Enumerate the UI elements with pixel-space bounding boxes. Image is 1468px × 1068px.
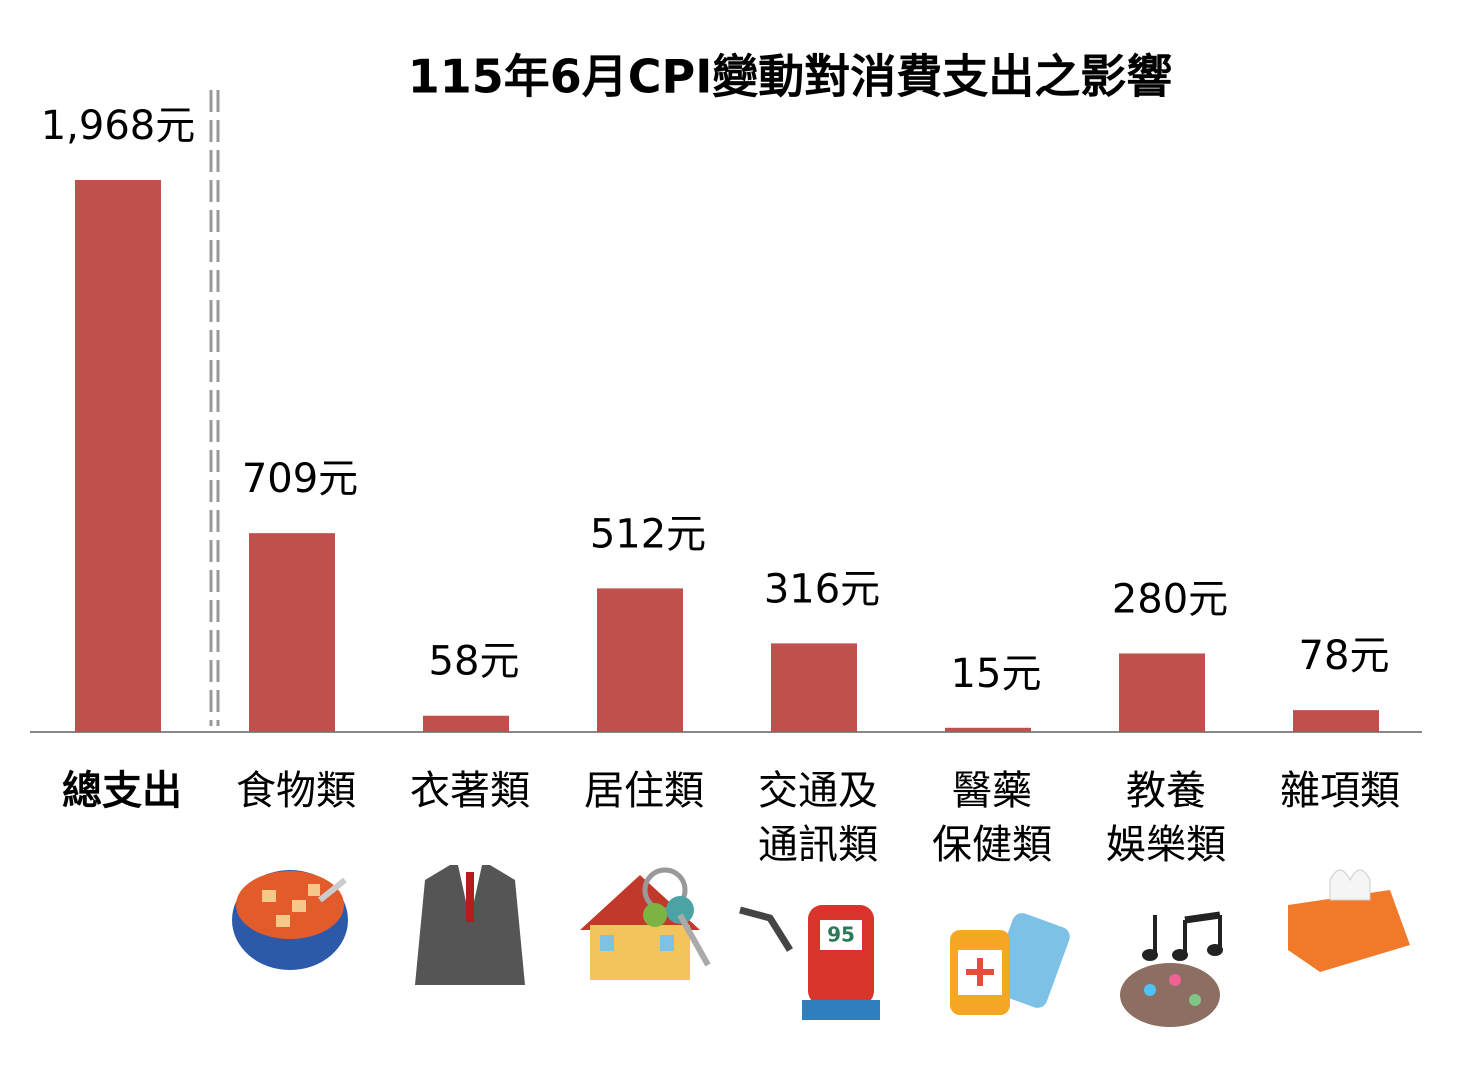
icon-text: 95	[827, 923, 855, 947]
chart-title: 115年6月CPI變動對消費支出之影響	[408, 50, 1173, 104]
value-label: 15元	[951, 651, 1042, 697]
value-label: 78元	[1299, 633, 1390, 679]
x-tick-label: 衣著類	[410, 768, 530, 814]
x-tick-label: 交通及通訊類	[758, 768, 878, 868]
x-tick-label: 教養娛樂類	[1106, 768, 1226, 868]
value-label: 1,968元	[41, 103, 196, 149]
icon-medical	[950, 913, 1070, 1015]
icon-housing	[580, 867, 711, 980]
bar	[945, 727, 1031, 732]
value-label: 316元	[764, 566, 880, 612]
x-tick-label: 醫藥保健類	[932, 768, 1052, 868]
x-tick-label: 食物類	[236, 768, 356, 814]
bar	[771, 643, 857, 732]
x-tick-label: 居住類	[584, 768, 704, 814]
x-tick-label: 雜項類	[1280, 768, 1400, 814]
bar	[1119, 653, 1205, 732]
icon-education	[1120, 911, 1223, 1027]
bar	[249, 533, 335, 732]
x-tick-label: 總支出	[62, 768, 182, 814]
value-label: 58元	[429, 639, 520, 685]
value-label: 512元	[590, 511, 706, 557]
icon-food	[232, 870, 348, 970]
icon-misc	[1288, 869, 1410, 972]
value-label: 709元	[242, 456, 358, 502]
bar	[1293, 710, 1379, 732]
value-label: 280元	[1112, 576, 1228, 622]
bar	[597, 588, 683, 732]
icon-clothing	[415, 865, 525, 985]
bar	[423, 715, 509, 732]
bar	[75, 180, 161, 732]
icon-transport: 95	[739, 905, 880, 1020]
